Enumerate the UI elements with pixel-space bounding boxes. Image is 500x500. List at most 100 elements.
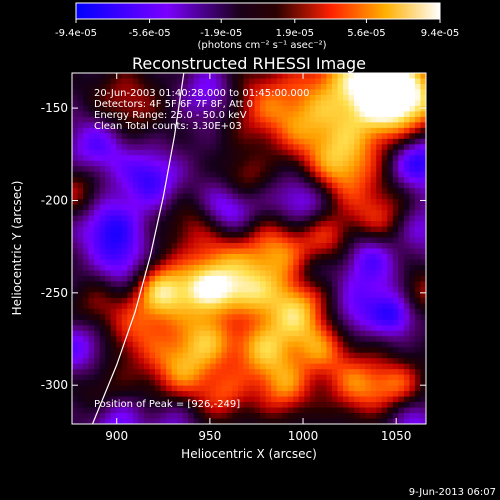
heatmap-cell [309,193,316,200]
heatmap-cell [249,226,255,233]
heatmap-cell [110,303,117,310]
heatmap-cell [127,243,134,249]
heatmap-cell [337,226,344,233]
heatmap-cell [260,193,266,200]
heatmap-cell [226,270,233,277]
heatmap-cell [72,314,78,321]
heatmap-cell [72,166,78,173]
heatmap-cell [376,237,383,244]
heatmap-cell [154,73,161,79]
heatmap-cell [188,352,195,359]
heatmap-cell [171,303,178,310]
heatmap-cell [254,319,261,326]
heatmap-cell [320,319,327,326]
heatmap-cell [94,221,101,227]
heatmap-cell [359,396,366,403]
heatmap-cell [249,210,255,216]
heatmap-cell [365,138,372,145]
heatmap-cell [121,89,128,96]
heatmap-cell [398,133,405,140]
heatmap-cell [381,363,388,370]
heatmap-cell [348,215,355,222]
heatmap-cell [348,122,355,129]
heatmap-cell [309,73,316,79]
heatmap-cell [226,127,233,134]
heatmap-cell [376,352,383,359]
heatmap-cell [260,122,266,129]
heatmap-cell [265,341,272,348]
heatmap-cell [72,116,78,123]
heatmap-cell [276,122,283,129]
heatmap-cell [271,270,278,277]
heatmap-cell [249,166,255,173]
heatmap-cell [193,155,200,162]
heatmap-cell [166,286,172,293]
heatmap-cell [315,226,322,233]
heatmap-cell [116,155,123,162]
heatmap-cell [414,308,421,315]
heatmap-cell [403,270,410,277]
heatmap-cell [204,116,211,123]
heatmap-cell [177,341,184,348]
heatmap-cell [88,407,95,414]
heatmap-cell [210,111,217,118]
heatmap-cell [127,363,134,370]
heatmap-cell [210,177,217,184]
heatmap-cell [298,369,305,376]
heatmap-cell [166,303,172,310]
heatmap-cell [221,94,228,101]
heatmap-cell [143,237,150,244]
heatmap-cell [359,270,366,277]
heatmap-cell [409,303,416,310]
heatmap-cell [221,374,228,381]
heatmap-cell [72,352,78,359]
heatmap-cell [121,303,128,310]
heatmap-cell [226,78,233,85]
heatmap-cell [193,166,200,173]
heatmap-cell [326,264,333,271]
heatmap-cell [420,369,426,376]
heatmap-cell [398,396,405,403]
heatmap-cell [154,78,161,85]
heatmap-cell [249,188,255,195]
heatmap-cell [132,155,139,162]
heatmap-cell [177,358,184,365]
heatmap-cell [282,193,289,200]
heatmap-cell [138,391,145,397]
heatmap-cell [354,155,361,162]
heatmap-cell [392,374,399,381]
heatmap-cell [398,369,405,376]
heatmap-cell [171,297,178,304]
heatmap-cell [149,347,156,354]
heatmap-cell [260,396,266,403]
heatmap-cell [193,358,200,365]
heatmap-cell [260,138,266,145]
heatmap-cell [127,352,134,359]
heatmap-cell [226,330,233,337]
heatmap-cell [309,264,316,271]
heatmap-cell [365,204,372,211]
heatmap-cell [105,341,112,348]
heatmap-cell [171,237,178,244]
heatmap-cell [83,237,89,244]
heatmap-cell [282,171,289,178]
heatmap-cell [282,325,289,332]
heatmap-cell [331,89,338,96]
heatmap-cell [309,418,316,424]
heatmap-cell [132,160,139,167]
heatmap-cell [354,308,361,315]
heatmap-cell [276,149,283,156]
heatmap-cell [182,204,189,211]
heatmap-cell [88,199,95,206]
heatmap-cell [88,303,95,310]
heatmap-cell [154,358,161,365]
heatmap-cell [193,122,200,129]
heatmap-cell [392,292,399,299]
heatmap-cell [331,402,338,408]
heatmap-cell [177,215,184,222]
heatmap-cell [154,116,161,123]
heatmap-cell [110,111,117,118]
heatmap-cell [331,319,338,326]
heatmap-cell [166,210,172,216]
heatmap-cell [110,275,117,282]
